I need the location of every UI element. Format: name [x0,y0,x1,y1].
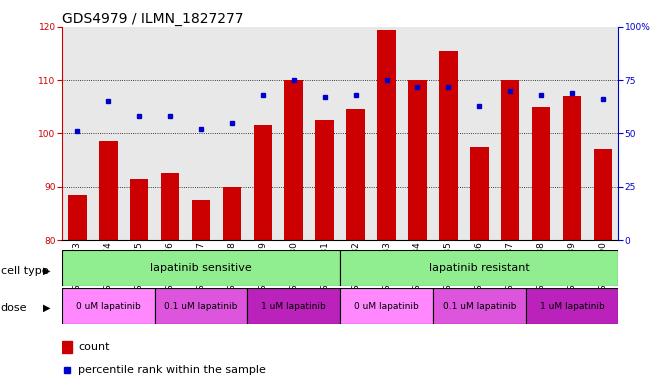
Bar [346,109,365,240]
Bar [470,147,488,240]
Bar [284,80,303,240]
Bar [62,341,72,353]
Bar [191,200,210,240]
Text: lapatinib sensitive: lapatinib sensitive [150,263,252,273]
Text: cell type: cell type [1,266,48,276]
Bar [525,288,618,324]
Bar [99,141,117,240]
Text: dose: dose [1,303,27,313]
Text: percentile rank within the sample: percentile rank within the sample [78,365,266,375]
Bar [253,126,272,240]
Bar [532,107,550,240]
Text: count: count [78,342,109,352]
Text: ▶: ▶ [43,266,51,276]
Bar [501,80,519,240]
Bar [340,250,618,286]
Bar [68,195,87,240]
Bar [130,179,148,240]
Bar [154,288,247,324]
Bar [377,30,396,240]
Text: lapatinib resistant: lapatinib resistant [429,263,530,273]
Bar [594,149,612,240]
Text: 1 uM lapatinib: 1 uM lapatinib [262,302,326,311]
Bar [247,288,340,324]
Bar [408,80,426,240]
Bar [315,120,334,240]
Bar [433,288,525,324]
Bar [161,174,179,240]
Bar [62,288,154,324]
Text: 0 uM lapatinib: 0 uM lapatinib [354,302,419,311]
Bar [62,250,340,286]
Text: 1 uM lapatinib: 1 uM lapatinib [540,302,604,311]
Bar [439,51,458,240]
Bar [340,288,433,324]
Bar [223,187,241,240]
Text: GDS4979 / ILMN_1827277: GDS4979 / ILMN_1827277 [62,12,243,26]
Text: 0 uM lapatinib: 0 uM lapatinib [76,302,141,311]
Text: 0.1 uM lapatinib: 0.1 uM lapatinib [164,302,238,311]
Text: 0.1 uM lapatinib: 0.1 uM lapatinib [443,302,516,311]
Text: ▶: ▶ [43,303,51,313]
Bar [562,96,581,240]
